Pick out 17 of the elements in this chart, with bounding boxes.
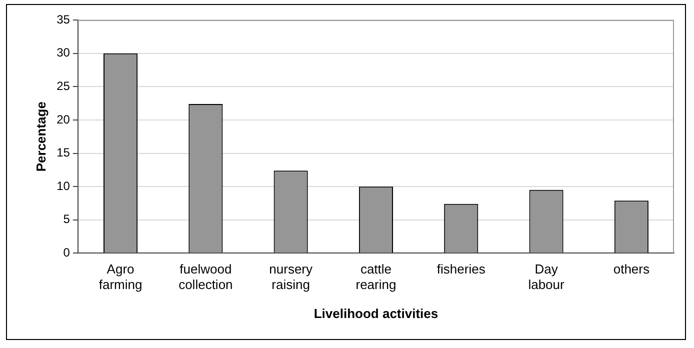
y-tick-label: 5 xyxy=(63,212,70,226)
y-tick-label: 35 xyxy=(56,12,70,26)
x-axis-title: Livelihood activities xyxy=(314,306,438,321)
y-axis-title: Percentage xyxy=(33,102,48,172)
y-tick-label: 20 xyxy=(56,112,70,126)
y-tick-label: 15 xyxy=(56,146,70,160)
x-tick-label: nursery raising xyxy=(269,262,313,292)
x-tick-label: fisheries xyxy=(436,262,486,277)
y-tick-label: 25 xyxy=(56,78,70,93)
y-tick-label: 0 xyxy=(63,246,70,260)
x-tick-label: fuelwood collection xyxy=(178,262,233,292)
y-tick-label: 10 xyxy=(56,178,70,193)
x-tick-label: cattle rearing xyxy=(356,262,396,292)
x-tick-label: Day labour xyxy=(528,262,566,292)
x-tick-label: Agro farming xyxy=(98,262,142,292)
x-tick-label: others xyxy=(613,262,650,277)
y-tick-label: 30 xyxy=(56,46,70,60)
